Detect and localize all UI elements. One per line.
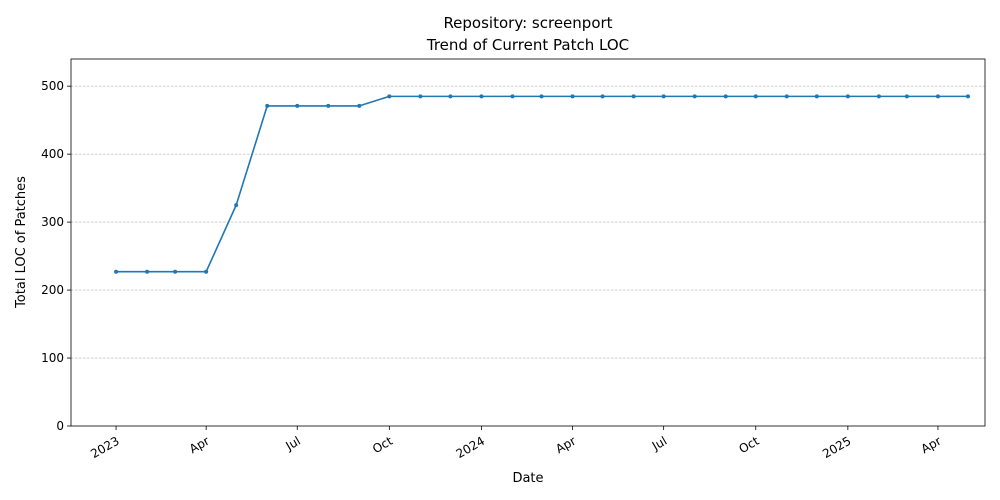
- x-tick-label: Apr: [553, 434, 578, 457]
- x-tick-label: 2025: [820, 434, 853, 461]
- data-point: [326, 103, 331, 108]
- data-point: [600, 94, 605, 99]
- data-point: [723, 94, 728, 99]
- data-point: [965, 94, 970, 99]
- y-tick-label: 200: [41, 283, 64, 297]
- x-tick-label: Jul: [283, 434, 303, 454]
- data-point: [114, 269, 119, 274]
- x-tick-label: Oct: [736, 434, 761, 457]
- y-tick-label: 100: [41, 351, 64, 365]
- data-point: [814, 94, 819, 99]
- plot-frame: [70, 58, 986, 427]
- y-tick-label: 400: [41, 147, 64, 161]
- data-point: [692, 94, 697, 99]
- y-tick-label: 500: [41, 79, 64, 93]
- data-point: [204, 269, 209, 274]
- data-point: [234, 203, 239, 208]
- y-axis: 0 100 200 300 400 500: [41, 79, 71, 433]
- x-tick-label: Oct: [370, 434, 395, 457]
- data-point: [539, 94, 544, 99]
- chart-title: Repository: screenport: [443, 14, 612, 32]
- y-tick-label: 300: [41, 215, 64, 229]
- data-point: [904, 94, 909, 99]
- data-point: [173, 269, 178, 274]
- data-point: [935, 94, 940, 99]
- data-point: [418, 94, 423, 99]
- x-tick-label: Apr: [187, 434, 212, 457]
- data-point: [876, 94, 881, 99]
- data-point: [265, 103, 270, 108]
- data-point: [784, 94, 789, 99]
- data-point: [145, 269, 150, 274]
- y-axis-label: Total LOC of Patches: [14, 176, 29, 309]
- x-tick-label: Apr: [919, 434, 944, 457]
- data-point: [570, 94, 575, 99]
- data-point: [479, 94, 484, 99]
- data-point: [295, 103, 300, 108]
- data-point: [845, 94, 850, 99]
- grid: [71, 85, 985, 359]
- x-axis-label: Date: [512, 471, 543, 486]
- data-point: [631, 94, 636, 99]
- x-axis: 2023 Apr Jul Oct 2024 Apr Jul Oct 2025 Apr: [88, 426, 944, 461]
- series: [114, 94, 970, 274]
- x-tick-label: Jul: [649, 434, 669, 454]
- chart-subtitle: Trend of Current Patch LOC: [426, 36, 629, 54]
- data-point: [387, 94, 392, 99]
- data-point: [753, 94, 758, 99]
- data-point: [448, 94, 453, 99]
- data-point: [510, 94, 515, 99]
- data-point: [357, 103, 362, 108]
- x-tick-label: 2024: [454, 434, 487, 461]
- y-tick-label: 0: [56, 419, 64, 433]
- x-tick-label: 2023: [88, 434, 121, 461]
- series-line: [116, 95, 968, 273]
- data-point: [661, 94, 666, 99]
